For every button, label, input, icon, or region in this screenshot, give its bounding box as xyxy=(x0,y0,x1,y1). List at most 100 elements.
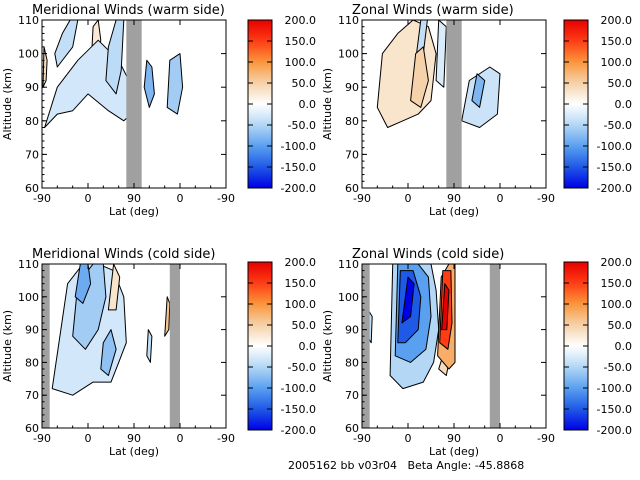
no-data-band xyxy=(42,264,50,428)
y-tick-label: 100 xyxy=(338,291,359,304)
y-tick-label: 110 xyxy=(18,14,39,27)
y-tick-label: 80 xyxy=(345,356,359,369)
y-tick-label: 100 xyxy=(18,48,39,61)
contour-region xyxy=(100,329,117,376)
colorbar-tick-label: 0.0 xyxy=(299,340,317,353)
y-axis-label: Altitude (km) xyxy=(1,68,14,140)
x-tick-label: 0 xyxy=(497,432,504,445)
x-tick-label: -90 xyxy=(33,192,51,205)
no-data-band xyxy=(446,20,462,188)
y-tick-label: 70 xyxy=(345,389,359,402)
y-tick-label: 60 xyxy=(345,422,359,435)
contour-region xyxy=(435,20,447,88)
contour-region xyxy=(143,59,155,108)
colorbar-tick-label: -50.0 xyxy=(604,119,632,132)
x-tick-label: -90 xyxy=(537,192,555,205)
x-axis-label: Lat (deg) xyxy=(109,205,159,218)
contour-region xyxy=(441,283,450,331)
x-tick-label: 0 xyxy=(497,192,504,205)
colorbar-tick-label: 150.0 xyxy=(285,35,317,48)
colorbar-tick-label: 100.0 xyxy=(285,298,317,311)
x-tick-label: 0 xyxy=(405,432,412,445)
colorbar-tick-label: 200.0 xyxy=(285,256,317,269)
y-tick-label: 60 xyxy=(25,182,39,195)
y-tick-label: 80 xyxy=(25,115,39,128)
y-tick-label: 110 xyxy=(338,14,359,27)
colorbar-tick-label: -100.0 xyxy=(597,382,632,395)
y-tick-label: 70 xyxy=(25,148,39,161)
colorbar-tick-label: 0.0 xyxy=(615,340,633,353)
colorbar-tick-label: 150.0 xyxy=(285,277,317,290)
x-tick-label: 90 xyxy=(447,432,461,445)
colorbar-tick-label: -100.0 xyxy=(597,140,632,153)
colorbar-tick-label: -150.0 xyxy=(281,403,316,416)
colorbar-tick-label: 100.0 xyxy=(285,56,317,69)
x-tick-label: -90 xyxy=(353,192,371,205)
colorbar-tick-label: 100.0 xyxy=(601,298,633,311)
y-tick-label: 90 xyxy=(25,81,39,94)
y-tick-label: 110 xyxy=(18,258,39,271)
y-tick-label: 70 xyxy=(345,148,359,161)
colorbar-tick-label: -150.0 xyxy=(597,161,632,174)
y-tick-label: 100 xyxy=(18,291,39,304)
no-data-band xyxy=(362,264,370,428)
colorbar-tick-label: -200.0 xyxy=(597,424,632,437)
contour-region xyxy=(166,53,184,115)
colorbar-tick-label: -200.0 xyxy=(281,424,316,437)
colorbar-tick-label: 100.0 xyxy=(601,56,633,69)
colorbar-tick-label: 150.0 xyxy=(601,35,633,48)
panel-title: Zonal Winds (warm side) xyxy=(352,3,514,18)
colorbar-tick-label: -150.0 xyxy=(281,161,316,174)
colorbar-tick-label: -50.0 xyxy=(288,119,316,132)
colorbar-tick-label: -50.0 xyxy=(604,361,632,374)
contour-region xyxy=(471,73,486,108)
y-tick-label: 90 xyxy=(345,324,359,337)
y-tick-label: 80 xyxy=(25,356,39,369)
colorbar-tick-label: 50.0 xyxy=(608,319,633,332)
y-tick-label: 60 xyxy=(345,182,359,195)
contour-region xyxy=(74,264,92,304)
contour-region xyxy=(146,329,153,363)
footer-caption: 2005162 bb v03r04 Beta Angle: -45.8868 xyxy=(288,459,525,472)
x-tick-label: 0 xyxy=(177,192,184,205)
y-tick-label: 80 xyxy=(345,115,359,128)
y-tick-label: 90 xyxy=(25,324,39,337)
y-axis-label: Altitude (km) xyxy=(1,310,14,382)
panel-title: Meridional Winds (warm side) xyxy=(32,3,225,18)
y-tick-label: 100 xyxy=(338,48,359,61)
x-tick-label: 90 xyxy=(127,192,141,205)
colorbar-tick-label: 0.0 xyxy=(615,98,633,111)
panel-title: Meridional Winds (cold side) xyxy=(32,247,215,262)
colorbar-tick-label: -100.0 xyxy=(281,382,316,395)
y-tick-label: 70 xyxy=(25,389,39,402)
colorbar-tick-label: -200.0 xyxy=(597,182,632,195)
y-axis-label: Altitude (km) xyxy=(321,310,334,382)
colorbar-tick-label: 0.0 xyxy=(299,98,317,111)
panel-3: Meridional Winds (cold side)-90 0 90 0 -9060… xyxy=(1,247,316,458)
colorbar-tick-label: 200.0 xyxy=(601,14,633,27)
y-tick-label: 110 xyxy=(338,258,359,271)
no-data-band xyxy=(126,20,142,188)
colorbar-tick-label: -200.0 xyxy=(281,182,316,195)
y-axis-label: Altitude (km) xyxy=(321,68,334,140)
x-tick-label: 0 xyxy=(85,192,92,205)
x-tick-label: 0 xyxy=(177,432,184,445)
panel-2: Zonal Winds (warm side)-90 0 90 0 -906070809… xyxy=(321,3,632,218)
contour-region xyxy=(401,276,415,324)
x-tick-label: -90 xyxy=(353,432,371,445)
contour-region xyxy=(410,46,429,108)
x-tick-label: -90 xyxy=(217,192,235,205)
colorbar-tick-label: 50.0 xyxy=(292,319,317,332)
colorbar-tick-label: -50.0 xyxy=(288,361,316,374)
x-tick-label: -90 xyxy=(537,432,555,445)
x-tick-label: 90 xyxy=(127,432,141,445)
panel-title: Zonal Winds (cold side) xyxy=(352,247,504,262)
x-tick-label: 90 xyxy=(447,192,461,205)
colorbar-tick-label: -100.0 xyxy=(281,140,316,153)
x-tick-label: -90 xyxy=(217,432,235,445)
colorbar-tick-label: -150.0 xyxy=(597,403,632,416)
colorbar-tick-label: 50.0 xyxy=(292,77,317,90)
x-axis-label: Lat (deg) xyxy=(429,445,479,458)
contour-region xyxy=(54,20,79,68)
